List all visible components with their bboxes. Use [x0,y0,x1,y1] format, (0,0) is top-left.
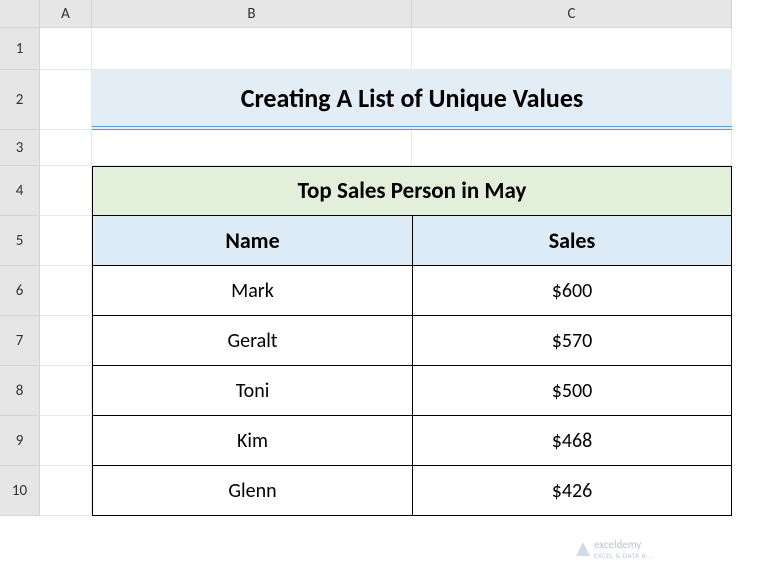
watermark: exceldemy EXCEL & DATA A... [576,538,653,560]
watermark-brand: exceldemy [594,538,653,551]
cell[interactable] [40,366,92,416]
cell[interactable] [40,416,92,466]
cell[interactable] [92,28,412,70]
watermark-sub: EXCEL & DATA A... [594,551,653,560]
row-hdr-4[interactable]: 4 [0,166,40,216]
cell[interactable] [412,130,732,166]
cell[interactable] [40,130,92,166]
table-cell-name[interactable]: Mark [92,266,412,316]
col-hdr-c[interactable]: C [412,0,732,28]
table-header-sales[interactable]: Sales [412,216,732,266]
cell[interactable] [40,316,92,366]
table-cell-name[interactable]: Geralt [92,316,412,366]
spreadsheet-grid: 1 A B C 1 2 3 4 5 6 7 8 9 10 Creating A … [0,0,768,516]
col-hdr-a[interactable]: A [40,0,92,28]
table-cell-sales[interactable]: $570 [412,316,732,366]
table-cell-sales[interactable]: $500 [412,366,732,416]
row-hdr-6[interactable]: 6 [0,266,40,316]
table-caption[interactable]: Top Sales Person in May [92,166,732,216]
cell[interactable] [40,70,92,130]
row-hdr-3[interactable]: 3 [0,130,40,166]
select-all-corner[interactable] [0,0,40,28]
row-hdr-7[interactable]: 7 [0,316,40,366]
cell[interactable] [40,166,92,216]
watermark-logo-icon [576,542,590,556]
row-hdr-2[interactable]: 2 [0,70,40,130]
row-hdr-10[interactable]: 10 [0,466,40,516]
table-cell-name[interactable]: Glenn [92,466,412,516]
row-hdr-9[interactable]: 9 [0,416,40,466]
table-cell-sales[interactable]: $468 [412,416,732,466]
cell[interactable] [40,266,92,316]
table-header-name[interactable]: Name [92,216,412,266]
cell[interactable] [92,130,412,166]
table-cell-sales[interactable]: $600 [412,266,732,316]
row-hdr-5[interactable]: 5 [0,216,40,266]
row-hdr-1[interactable]: 1 [0,28,40,70]
cell[interactable] [40,28,92,70]
cell[interactable] [412,28,732,70]
table-cell-name[interactable]: Kim [92,416,412,466]
table-cell-sales[interactable]: $426 [412,466,732,516]
table-cell-name[interactable]: Toni [92,366,412,416]
cell[interactable] [40,216,92,266]
cell[interactable] [40,466,92,516]
row-hdr-8[interactable]: 8 [0,366,40,416]
page-title[interactable]: Creating A List of Unique Values [92,70,732,130]
col-hdr-b[interactable]: B [92,0,412,28]
